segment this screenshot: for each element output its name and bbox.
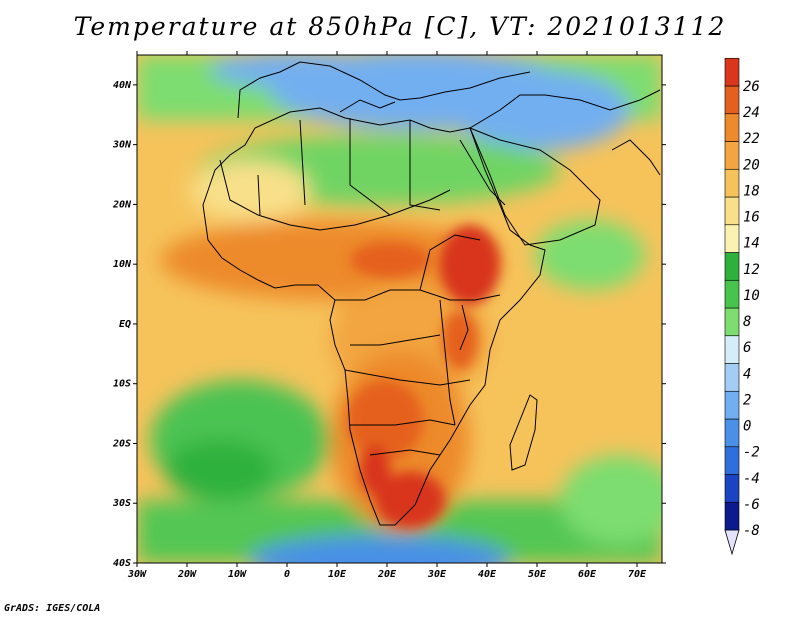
colorbar-label: 26 <box>743 79 760 95</box>
colorbar-label: 18 <box>743 183 760 199</box>
colorbar-label: 22 <box>743 131 760 147</box>
colorbar-label: -8 <box>743 523 760 539</box>
lon-tick-label: 10W <box>228 569 247 580</box>
colorbar-label: 14 <box>743 236 760 252</box>
lat-tick-label: 40S <box>113 558 131 569</box>
colorbar-label: 2 <box>743 392 751 408</box>
coastlines <box>202 61 661 526</box>
lat-tick-label: 40N <box>113 80 132 91</box>
colorbar-segment <box>724 168 740 198</box>
lat-tick-label: 20S <box>112 438 131 449</box>
colorbar-segment <box>724 307 740 337</box>
lat-tick-label: EQ <box>119 319 131 330</box>
lat-tick-label: 30N <box>112 140 132 151</box>
colorbar-label: 8 <box>743 314 751 330</box>
lon-tick-label: 30W <box>127 569 147 580</box>
colorbar-segment <box>724 363 740 392</box>
lon-tick-label: 50E <box>528 569 547 580</box>
colorbar-segment <box>724 196 740 226</box>
lon-tick-label: 20E <box>377 569 397 580</box>
lat-tick-label: 30S <box>112 498 131 509</box>
lon-tick-label: 70E <box>628 569 647 580</box>
lon-tick-label: 10E <box>328 569 347 580</box>
map-frame <box>136 54 663 564</box>
colorbar-label: -4 <box>743 471 760 487</box>
colorbar-segment <box>724 141 740 170</box>
colorbar-segment <box>724 418 740 448</box>
colorbar-label: 16 <box>743 210 760 226</box>
lon-tick-label: 60E <box>578 569 597 580</box>
map-plot-area <box>137 55 662 563</box>
lat-tick-label: 10N <box>113 259 132 270</box>
colorbar-label: 10 <box>743 288 760 304</box>
latitude-axis: 40S 30S 20S 10S EQ 10N 20N 30N 40N <box>112 80 666 569</box>
lat-tick-label: 10S <box>113 379 131 390</box>
colorbar-segment <box>724 57 740 87</box>
lon-tick-label: 20W <box>177 569 197 580</box>
colorbar-segment <box>724 224 740 253</box>
colorbar-segment <box>724 390 740 420</box>
lat-tick-label: 20N <box>112 199 132 210</box>
lon-tick-label: 0 <box>284 569 290 580</box>
lon-tick-label: 30E <box>427 569 447 580</box>
colorbar-label: 4 <box>743 366 751 382</box>
longitude-axis: 30W 20W 10W 0 10E 20E 30E 40E 50E 60E 70E <box>127 51 647 580</box>
colorbar-min-arrow <box>724 529 740 556</box>
colorbar-label: 12 <box>743 262 760 278</box>
colorbar-label: 24 <box>743 105 760 121</box>
temperature-hot-spots <box>347 225 500 528</box>
colorbar-label: 20 <box>743 157 760 173</box>
colorbar-segment <box>724 446 740 475</box>
colorbar-label: 6 <box>743 340 751 356</box>
colorbar-segment <box>724 501 740 531</box>
colorbar-segment <box>724 474 740 503</box>
map-title: Temperature at 850hPa [C], VT: 202101311… <box>73 12 727 41</box>
lon-tick-label: 40E <box>478 569 497 580</box>
grads-credit: GrADS: IGES/COLA <box>4 603 101 614</box>
colorbar-segment <box>724 252 740 281</box>
colorbar-label: 0 <box>743 419 751 435</box>
colorbar-segment <box>724 279 740 309</box>
colorbar-label: -2 <box>743 445 760 461</box>
colorbar-label: -6 <box>743 497 760 513</box>
colorbar-segment <box>724 85 740 115</box>
colorbar-segment <box>724 335 740 364</box>
colorbar-segment <box>724 113 740 142</box>
